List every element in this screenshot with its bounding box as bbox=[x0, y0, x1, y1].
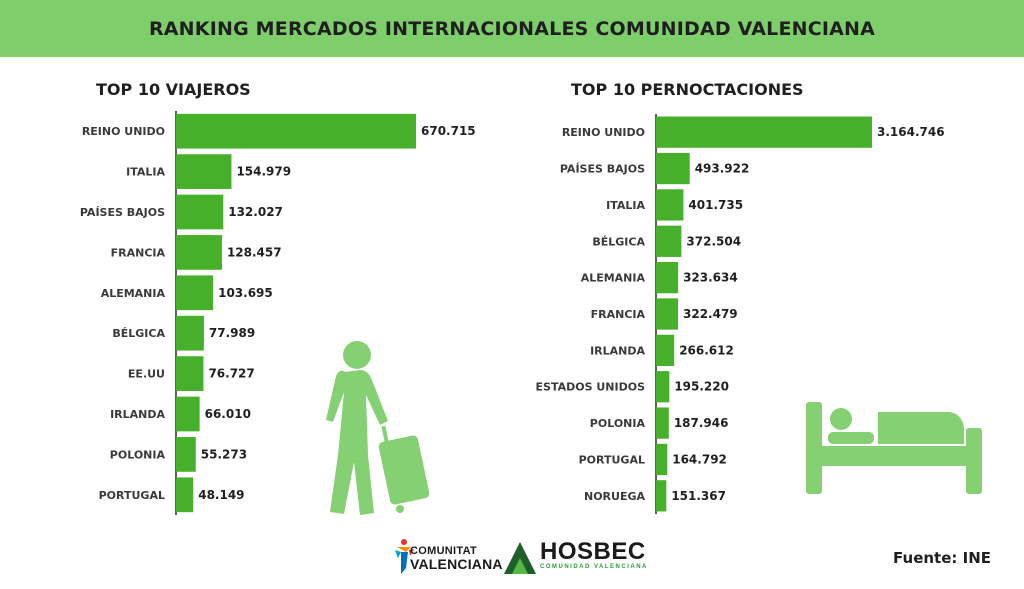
category-label: POLONIA bbox=[590, 417, 646, 430]
bar-9 bbox=[176, 437, 196, 472]
bar-7 bbox=[656, 334, 675, 366]
bar-2 bbox=[656, 152, 690, 185]
comunitat-valenciana-emblem-icon bbox=[395, 539, 414, 574]
category-label: BÉLGICA bbox=[112, 327, 165, 340]
bar-4 bbox=[656, 225, 682, 257]
pernoctaciones-chart-title: TOP 10 PERNOCTACIONES bbox=[571, 80, 804, 99]
category-label: BÉLGICA bbox=[592, 235, 645, 248]
page-title: RANKING MERCADOS INTERNACIONALES COMUNID… bbox=[148, 17, 876, 40]
value-label: 195.220 bbox=[674, 380, 729, 394]
bar-5 bbox=[176, 275, 214, 311]
traveler-with-suitcase-icon bbox=[326, 341, 430, 515]
bar-1 bbox=[176, 113, 416, 149]
category-label: ITALIA bbox=[606, 199, 645, 212]
value-label: 154.979 bbox=[236, 165, 291, 179]
bar-7 bbox=[176, 356, 204, 391]
category-label: PORTUGAL bbox=[99, 489, 165, 502]
bar-3 bbox=[656, 189, 684, 221]
value-label: 323.634 bbox=[683, 271, 738, 285]
bar-8 bbox=[656, 371, 670, 403]
bar-3 bbox=[176, 194, 224, 230]
value-label: 128.457 bbox=[227, 245, 282, 259]
viajeros-chart-title: TOP 10 VIAJEROS bbox=[96, 80, 251, 99]
category-label: REINO UNIDO bbox=[562, 126, 645, 139]
bar-8 bbox=[176, 396, 200, 432]
value-label: 670.715 bbox=[421, 124, 476, 138]
category-label: ESTADOS UNIDOS bbox=[536, 381, 646, 394]
category-label: ALEMANIA bbox=[101, 287, 166, 300]
category-label: PAÍSES BAJOS bbox=[560, 163, 645, 176]
bar-11 bbox=[656, 480, 667, 512]
value-label: 493.922 bbox=[695, 162, 750, 176]
logo-cv-line2: VALENCIANA bbox=[410, 556, 503, 572]
category-label: POLONIA bbox=[110, 448, 166, 461]
category-label: IRLANDA bbox=[110, 408, 165, 421]
category-label: PAÍSES BAJOS bbox=[80, 206, 165, 219]
person-in-bed-icon bbox=[806, 402, 982, 494]
value-label: 151.367 bbox=[671, 489, 726, 503]
category-label: PORTUGAL bbox=[579, 453, 645, 466]
logo-cv-line1: COMUNITAT bbox=[410, 545, 478, 557]
bar-6 bbox=[176, 315, 204, 351]
bar-2 bbox=[176, 154, 232, 189]
category-label: IRLANDA bbox=[590, 344, 645, 357]
value-label: 187.946 bbox=[674, 416, 729, 430]
value-label: 372.504 bbox=[686, 234, 741, 248]
category-label: FRANCIA bbox=[111, 246, 166, 259]
bar-4 bbox=[176, 235, 222, 270]
bar-6 bbox=[656, 298, 679, 330]
value-label: 48.149 bbox=[198, 488, 244, 502]
hosbec-subtitle: COMUNIDAD VALENCIANA bbox=[540, 564, 648, 570]
bar-9 bbox=[656, 407, 669, 439]
hosbec-triangle-icon bbox=[504, 542, 536, 574]
value-label: 3.164.746 bbox=[877, 125, 945, 139]
value-label: 76.727 bbox=[208, 367, 254, 381]
category-label: EE.UU bbox=[128, 368, 165, 381]
source-note: Fuente: INE bbox=[893, 549, 991, 567]
value-label: 77.989 bbox=[209, 326, 255, 340]
value-label: 66.010 bbox=[205, 407, 251, 421]
category-label: ITALIA bbox=[126, 166, 165, 179]
value-label: 132.027 bbox=[228, 205, 283, 219]
category-label: REINO UNIDO bbox=[82, 125, 165, 138]
value-label: 103.695 bbox=[218, 286, 273, 300]
bar-10 bbox=[656, 443, 668, 476]
value-label: 322.479 bbox=[683, 307, 738, 321]
category-label: NORUEGA bbox=[584, 490, 646, 503]
bar-10 bbox=[176, 477, 194, 513]
bar-5 bbox=[656, 262, 679, 294]
value-label: 401.735 bbox=[688, 198, 743, 212]
value-label: 266.612 bbox=[679, 343, 734, 357]
category-label: FRANCIA bbox=[591, 308, 646, 321]
hosbec-wordmark: HOSBEC bbox=[540, 538, 646, 565]
category-label: ALEMANIA bbox=[581, 272, 646, 285]
pernoctaciones-chart: REINO UNIDO 3.164.746 PAÍSES BAJOS 493.922 I… bbox=[536, 114, 945, 514]
viajeros-chart: REINO UNIDO 670.715 ITALIA 154.979 PAÍSES BA… bbox=[80, 111, 476, 515]
value-label: 55.273 bbox=[201, 447, 247, 461]
title-banner: RANKING MERCADOS INTERNACIONALES COMUNID… bbox=[0, 0, 1024, 57]
bar-1 bbox=[656, 116, 872, 148]
value-label: 164.792 bbox=[672, 452, 727, 466]
